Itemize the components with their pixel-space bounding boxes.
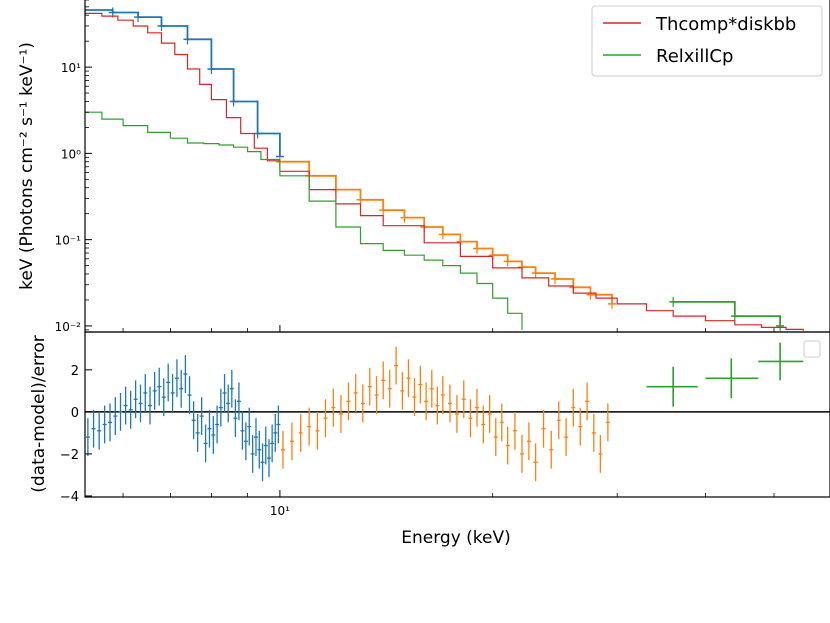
x-axis-label: Energy (keV): [401, 528, 511, 548]
bottom-y-tick-label: 0: [71, 406, 79, 421]
top-x-axis: [122, 325, 775, 332]
bottom-y-tick-label: 2: [71, 364, 79, 379]
top-y-tick-label: 10⁰: [61, 147, 81, 161]
bottom-y-tick-label: −4: [60, 490, 79, 505]
top-series-thcomp-diskbb: [85, 12, 804, 331]
x-tick-label: 10¹: [270, 504, 290, 518]
top-y-tick-label: 10¹: [61, 61, 81, 75]
legend: Thcomp*diskbb RelxillCp: [591, 5, 823, 77]
top-y-axis: 10¹ 10⁰ 10⁻¹ 10⁻²: [55, 0, 92, 334]
top-y-tick-label: 10⁻¹: [55, 234, 82, 248]
top-panel-marks: [85, 4, 804, 331]
top-series-data-instrument-3-: [673, 301, 781, 326]
bottom-x-axis: 10¹: [122, 490, 775, 518]
top-series-data-instrument-2-: [279, 160, 613, 304]
legend-label-thcomp: Thcomp*diskbb: [655, 14, 796, 35]
legend-label-relxillcp: RelxillCp: [656, 46, 733, 67]
bottom-y-tick-label: −2: [60, 448, 79, 463]
legend-box: [591, 5, 823, 77]
top-series-relxillcp: [85, 111, 523, 330]
empty-legend-box: [803, 340, 821, 358]
bottom-y-axis: 2 0 −2 −4: [60, 364, 92, 505]
top-y-tick-label: 10⁻²: [55, 320, 82, 334]
top-series-data-instrument-1-: [85, 9, 281, 157]
bottom-panel-frame: [84, 331, 830, 498]
bottom-panel-marks: [85, 342, 804, 482]
top-y-axis-label: keV (Photons cm⁻² s⁻¹ keV⁻¹): [17, 42, 37, 290]
bottom-panel: 2 0 −2 −4 10¹ (data-model)/error Energy (ke…: [29, 331, 830, 548]
top-panel: 10¹ 10⁰ 10⁻¹ 10⁻² keV (Photons cm⁻² s⁻¹ keV…: [17, 0, 830, 334]
bottom-y-axis-label: (data-model)/error: [29, 335, 49, 493]
